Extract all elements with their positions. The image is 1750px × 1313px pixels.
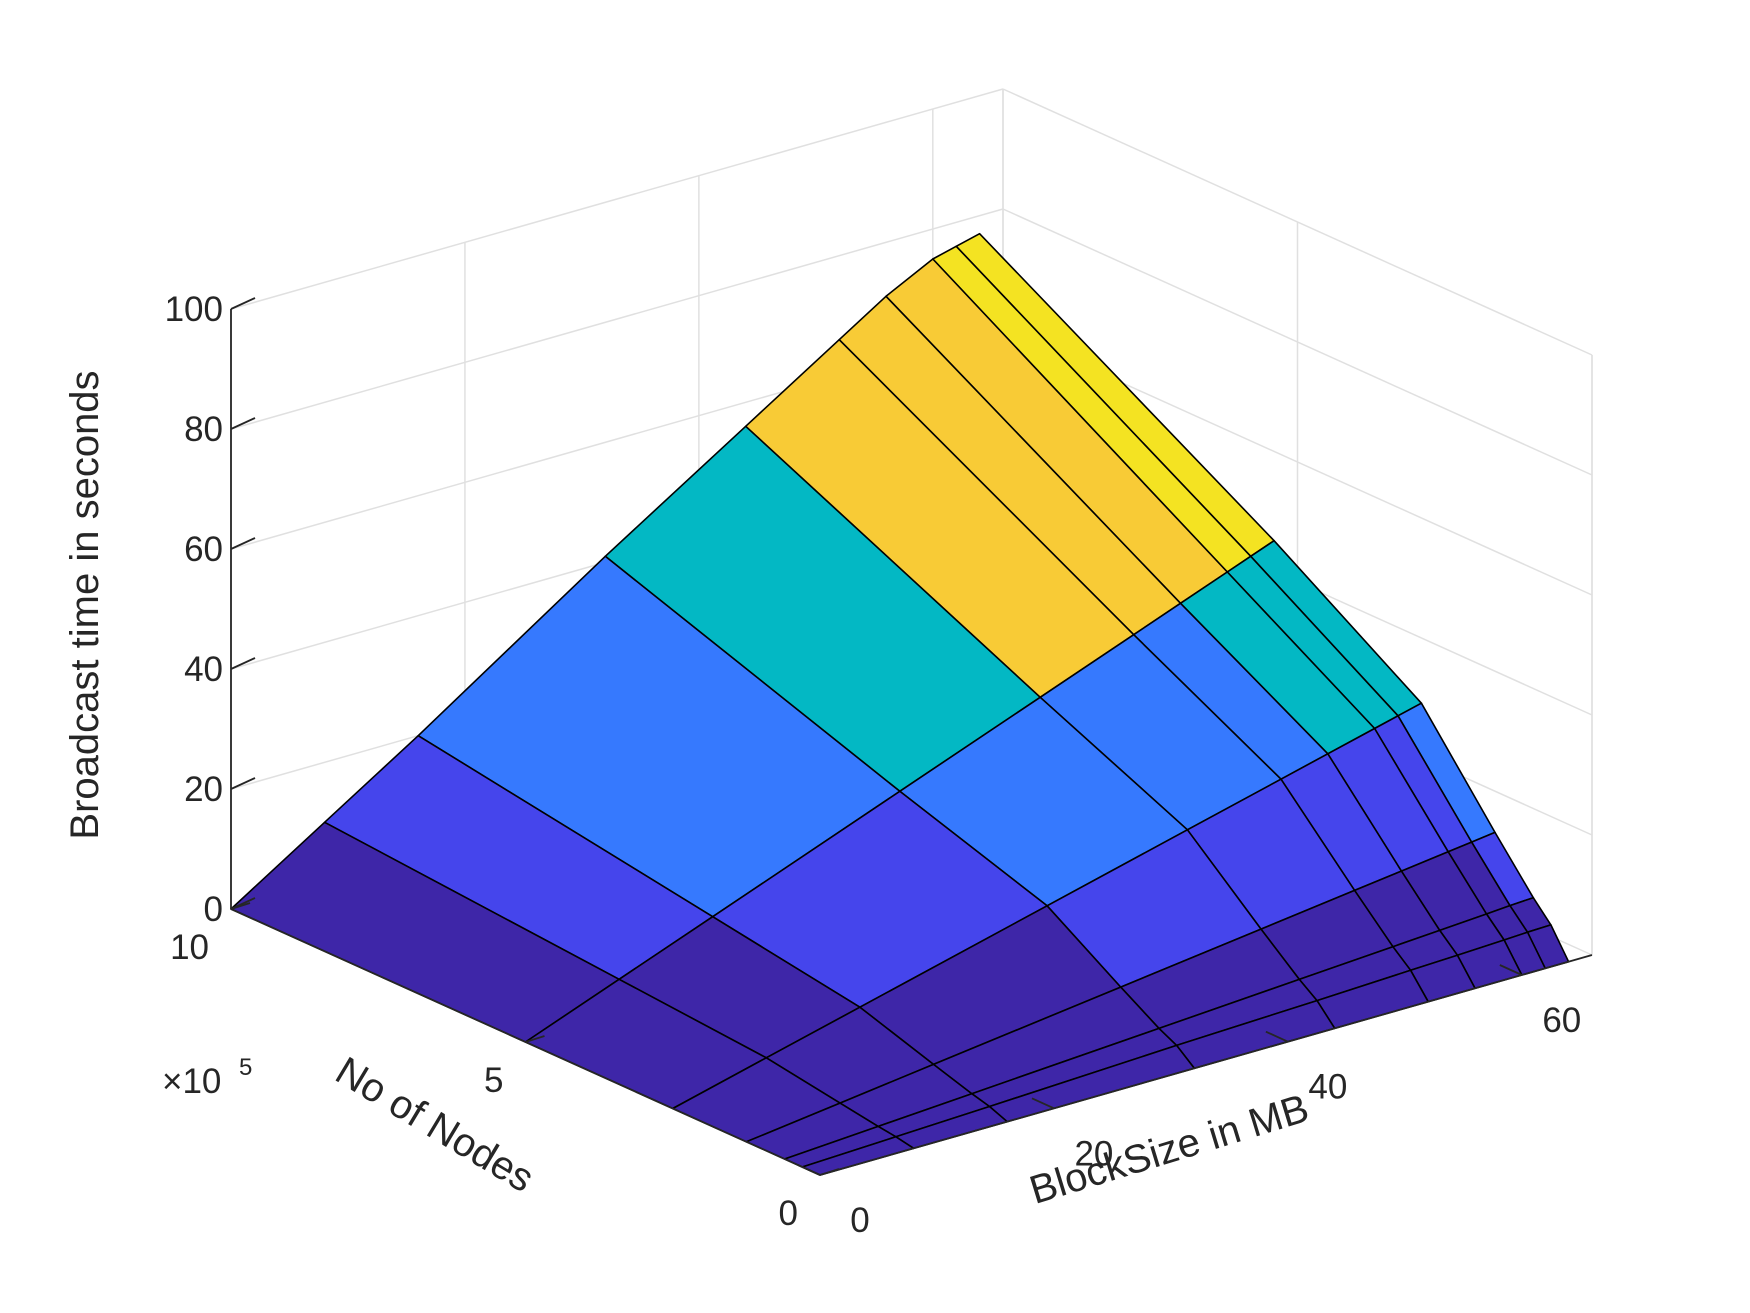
x-axis-multiplier: ×10 5	[162, 1054, 252, 1101]
x-axis-multiplier-base: ×10	[162, 1062, 221, 1101]
y-tick	[797, 1164, 821, 1176]
x-tick-label: 5	[484, 1061, 503, 1100]
y-tick	[1499, 964, 1523, 976]
z-tick-label: 0	[204, 890, 223, 929]
z-tick-label: 60	[184, 530, 223, 569]
y-tick-label: 40	[1308, 1068, 1347, 1107]
x-axis-multiplier-exponent: 5	[239, 1054, 252, 1081]
y-axis-line	[819, 954, 1593, 1176]
y-tick	[1265, 1030, 1289, 1043]
y-tick	[1031, 1097, 1055, 1110]
x-tick-label: 0	[779, 1194, 798, 1233]
y-tick-label: 60	[1542, 1001, 1581, 1040]
z-tick	[230, 417, 256, 430]
z-tick	[230, 657, 256, 670]
z-tick	[230, 537, 256, 550]
y-tick-label: 0	[850, 1201, 869, 1240]
x-tick	[525, 1035, 545, 1043]
x-tick	[819, 1168, 840, 1176]
x-tick-label: 10	[170, 928, 209, 967]
grid-line	[230, 88, 1004, 310]
axes: 0 20 40 60 80 100 10 5 0 0 20 40 60	[165, 290, 1593, 1240]
x-tick	[230, 902, 251, 910]
z-tick-label: 100	[165, 290, 223, 329]
z-tick-label: 40	[184, 650, 223, 689]
grid-line	[230, 208, 1004, 430]
z-tick	[230, 297, 256, 310]
z-tick	[230, 777, 256, 790]
z-tick-label: 20	[184, 770, 223, 809]
z-axis-title: Broadcast time in seconds	[63, 370, 107, 839]
surface-patches	[230, 232, 1570, 1176]
x-axis-title: No of Nodes	[328, 1049, 541, 1201]
z-tick-label: 80	[184, 410, 223, 449]
y-tick-label: 20	[1074, 1134, 1113, 1173]
